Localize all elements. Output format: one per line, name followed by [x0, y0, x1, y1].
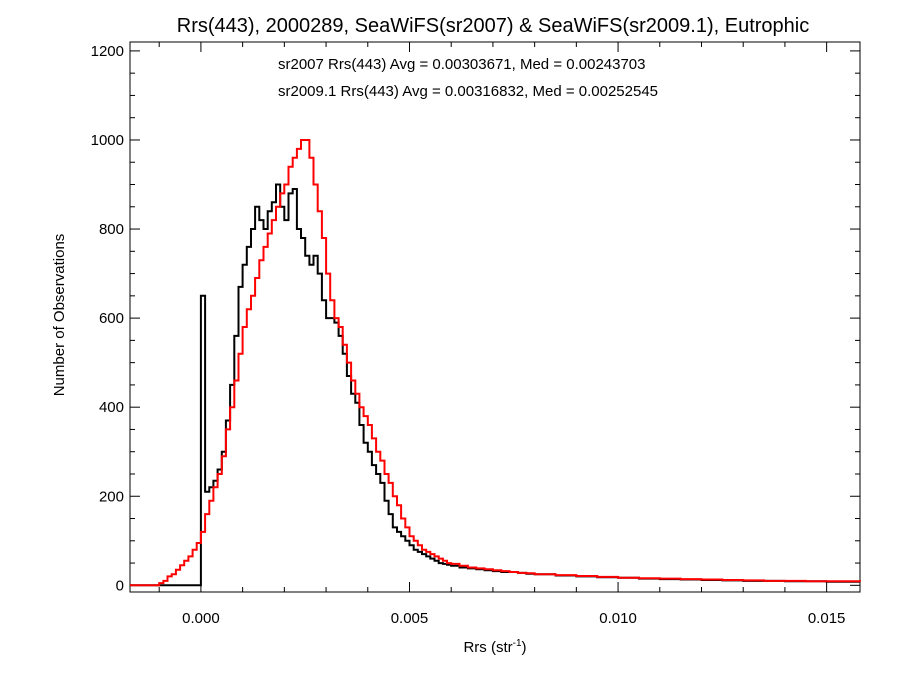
y-axis-label: Number of Observations [51, 234, 68, 397]
y-tick-label: 600 [99, 310, 124, 327]
y-tick-label: 800 [99, 221, 124, 238]
x-tick-label: 0.005 [391, 610, 429, 627]
series-sr2009-line [130, 139, 861, 587]
series-group [130, 139, 861, 587]
x-tick-label: 0.015 [808, 610, 846, 627]
x-tick-labels: 0.000 0.005 0.010 0.015 [182, 610, 845, 627]
x-axis-label-main: Rrs (str [463, 639, 512, 656]
axis-ticks [130, 42, 860, 592]
y-tick-label: 0 [116, 577, 124, 594]
x-axis-label: Rrs (str-1) [463, 638, 526, 656]
y-tick-label: 1200 [91, 43, 124, 60]
chart-title: Rrs(443), 2000289, SeaWiFS(sr2007) & Sea… [177, 15, 810, 37]
series-sr2007-line [130, 183, 860, 587]
y-tick-label: 400 [99, 399, 124, 416]
x-axis-label-sup: -1 [513, 638, 522, 649]
x-axis-label-close: ) [522, 639, 527, 656]
x-tick-label: 0.010 [599, 610, 637, 627]
annotation-sr2009: sr2009.1 Rrs(443) Avg = 0.00316832, Med … [278, 83, 658, 100]
plot-frame [129, 41, 861, 593]
x-tick-label: 0.000 [182, 610, 220, 627]
y-tick-labels: 0 200 400 600 800 1000 1200 [91, 43, 124, 594]
annotation-sr2007: sr2007 Rrs(443) Avg = 0.00303671, Med = … [278, 56, 646, 73]
y-tick-label: 1000 [91, 132, 124, 149]
y-tick-label: 200 [99, 488, 124, 505]
